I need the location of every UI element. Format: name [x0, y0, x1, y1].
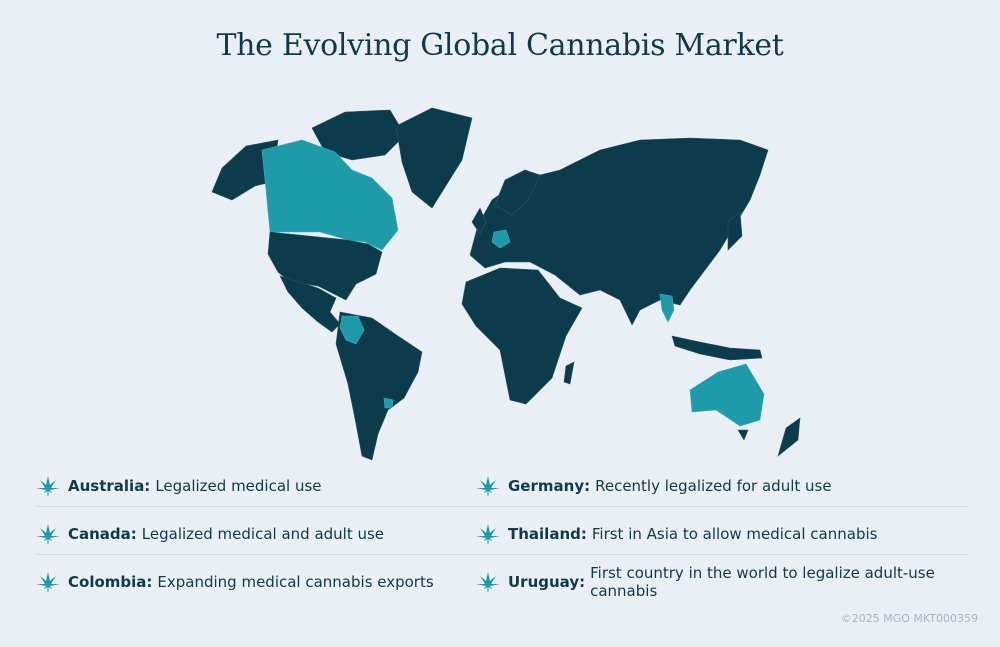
legend-item-australia: Australia: Legalized medical use [36, 466, 476, 507]
legend-item-thailand: Thailand: First in Asia to allow medical … [476, 514, 968, 555]
legend-country: Germany: [508, 477, 591, 495]
africa [461, 267, 583, 405]
legend-item-colombia: Colombia: Expanding medical cannabis expo… [36, 562, 476, 602]
country-thailand [659, 293, 675, 323]
legend-item-uruguay: Uruguay: First country in the world to le… [476, 562, 968, 602]
new-zealand [777, 417, 801, 457]
country-germany [491, 229, 511, 249]
country-colombia [339, 315, 365, 345]
cannabis-leaf-icon [476, 572, 500, 592]
legend-text: First in Asia to allow medical cannabis [591, 525, 878, 543]
tasmania [737, 429, 749, 441]
cannabis-leaf-icon [36, 572, 60, 592]
legend-text: First country in the world to legalize a… [590, 564, 935, 600]
usa [267, 231, 383, 301]
legend-item-germany: Germany: Recently legalized for adult use [476, 466, 968, 507]
country-canada [261, 139, 399, 251]
greenland [395, 107, 473, 209]
japan [727, 211, 743, 251]
legend-text: Legalized medical use [155, 477, 322, 495]
legend-text: Recently legalized for adult use [595, 477, 832, 495]
indonesia [671, 335, 763, 361]
page-title: The Evolving Global Cannabis Market [216, 28, 784, 63]
uk [471, 207, 487, 235]
cannabis-leaf-icon [476, 524, 500, 544]
legend-country: Thailand: [508, 525, 587, 543]
copyright-footer: ©2025 MGO MKT000359 [840, 612, 978, 625]
legend-country: Canada: [68, 525, 137, 543]
legend-country: Colombia: [68, 573, 153, 591]
legend-item-canada: Canada: Legalized medical and adult use [36, 514, 476, 555]
europe-asia [469, 137, 769, 326]
country-australia [689, 363, 765, 427]
scandinavia [494, 169, 541, 216]
legend-text: Legalized medical and adult use [141, 525, 385, 543]
madagascar [563, 361, 575, 385]
legend-country: Uruguay: [508, 573, 586, 591]
legend: Australia: Legalized medical use Germany:… [36, 466, 968, 609]
south-america [335, 311, 423, 461]
country-uruguay [383, 397, 394, 409]
legend-country: Australia: [68, 477, 151, 495]
cannabis-leaf-icon [36, 524, 60, 544]
mexico-central-america [279, 275, 341, 333]
cannabis-leaf-icon [476, 476, 500, 496]
cannabis-leaf-icon [36, 476, 60, 496]
legend-text: Expanding medical cannabis exports [157, 573, 434, 591]
